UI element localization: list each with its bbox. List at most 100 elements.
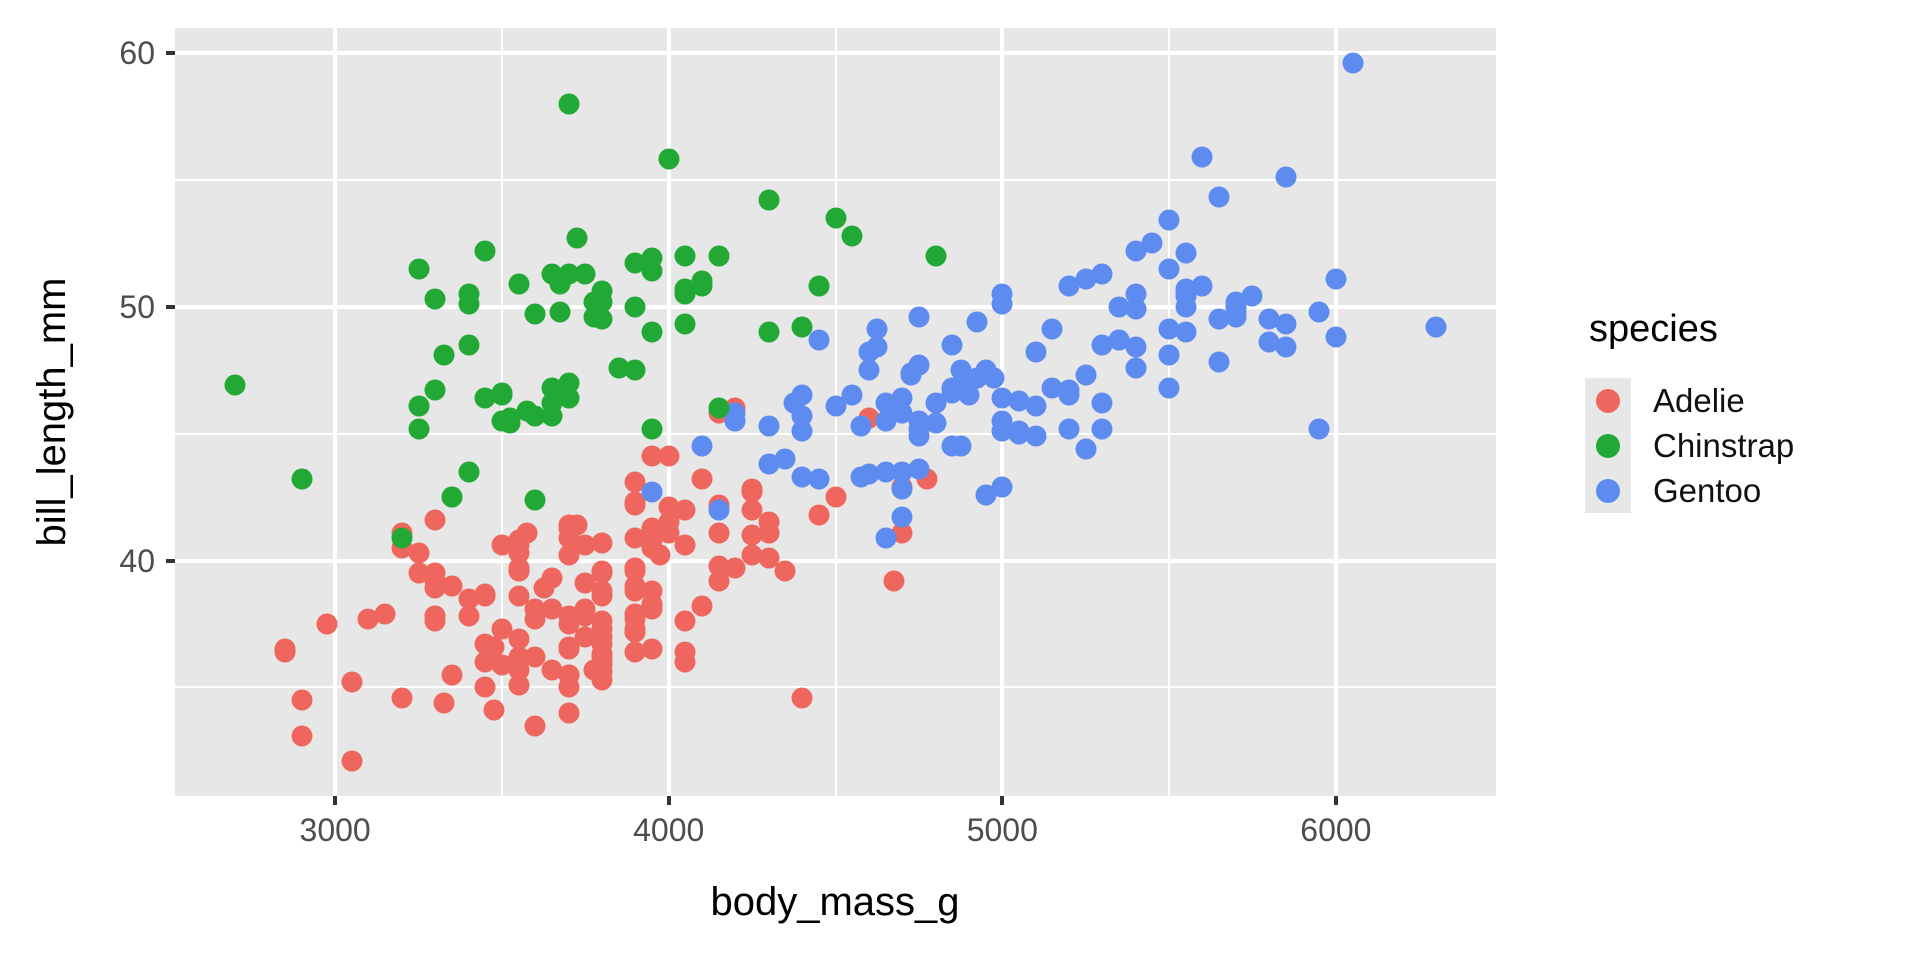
data-point-gentoo — [724, 410, 746, 432]
data-point-adelie — [274, 641, 296, 663]
data-point-chinstrap — [549, 301, 571, 323]
gridline-minor — [175, 686, 1496, 689]
legend-item-gentoo: Gentoo — [1585, 468, 1794, 513]
data-point-adelie — [641, 580, 663, 602]
data-point-adelie — [658, 445, 680, 467]
x-tick-label: 4000 — [633, 812, 705, 848]
data-point-gentoo — [991, 387, 1013, 409]
data-point-adelie — [624, 491, 646, 513]
data-point-gentoo — [1008, 423, 1030, 445]
data-point-chinstrap — [825, 207, 846, 229]
data-point-gentoo — [1158, 377, 1180, 399]
data-point-gentoo — [991, 476, 1013, 498]
data-point-gentoo — [1025, 341, 1047, 363]
data-point-adelie — [591, 580, 613, 602]
data-point-adelie — [533, 577, 555, 599]
gridline-major — [175, 304, 1496, 309]
y-tick-mark — [166, 50, 175, 55]
y-tick-label: 50 — [119, 288, 155, 325]
data-point-gentoo — [1158, 258, 1180, 280]
data-point-gentoo — [1091, 418, 1113, 439]
data-point-adelie — [883, 570, 905, 592]
data-point-adelie — [524, 715, 546, 737]
data-point-adelie — [641, 445, 663, 467]
data-point-gentoo — [908, 458, 930, 480]
data-point-chinstrap — [708, 397, 730, 419]
data-point-gentoo — [908, 306, 930, 328]
data-point-adelie — [541, 598, 563, 620]
data-point-adelie — [408, 542, 430, 564]
data-point-gentoo — [875, 392, 897, 414]
data-point-adelie — [558, 702, 580, 724]
data-point-adelie — [708, 570, 730, 592]
data-point-adelie — [591, 532, 613, 554]
data-point-gentoo — [925, 412, 947, 434]
data-point-gentoo — [808, 468, 830, 490]
data-point-adelie — [508, 628, 530, 650]
data-point-gentoo — [1091, 392, 1113, 414]
data-point-chinstrap — [758, 189, 780, 211]
data-point-adelie — [341, 750, 363, 772]
data-point-gentoo — [1158, 209, 1180, 231]
data-point-gentoo — [891, 478, 913, 500]
data-point-adelie — [516, 522, 538, 544]
data-point-gentoo — [1025, 395, 1047, 417]
data-point-chinstrap — [641, 418, 663, 439]
data-point-gentoo — [758, 415, 780, 437]
data-point-adelie — [674, 610, 696, 632]
legend-key — [1585, 378, 1631, 423]
y-tick-mark — [166, 304, 175, 309]
data-point-adelie — [424, 605, 446, 627]
data-point-adelie — [591, 618, 613, 640]
data-point-gentoo — [1258, 331, 1280, 353]
data-point-gentoo — [1075, 364, 1097, 386]
data-point-adelie — [774, 560, 796, 582]
legend-item-label: Gentoo — [1653, 472, 1762, 509]
x-tick-label: 3000 — [299, 812, 371, 848]
data-point-gentoo — [1075, 268, 1097, 290]
data-point-gentoo — [791, 420, 813, 442]
data-point-adelie — [591, 560, 613, 582]
data-point-gentoo — [1191, 275, 1213, 297]
data-point-adelie — [558, 664, 580, 686]
data-point-gentoo — [1125, 357, 1147, 379]
data-point-adelie — [474, 585, 496, 607]
data-point-adelie — [741, 544, 763, 566]
data-point-gentoo — [925, 392, 947, 414]
data-point-gentoo — [1125, 336, 1147, 358]
data-point-adelie — [574, 572, 596, 594]
data-point-adelie — [424, 509, 446, 531]
data-point-chinstrap — [408, 258, 430, 280]
data-point-chinstrap — [624, 296, 646, 318]
data-point-adelie — [558, 544, 580, 566]
data-point-chinstrap — [583, 291, 605, 313]
data-point-adelie — [491, 618, 513, 640]
data-point-gentoo — [966, 367, 988, 389]
data-point-gentoo — [983, 367, 1005, 389]
data-point-chinstrap — [524, 303, 546, 325]
data-point-gentoo — [941, 377, 963, 399]
data-point-adelie — [624, 618, 646, 640]
data-point-adelie — [524, 646, 546, 668]
data-point-adelie — [574, 626, 596, 648]
data-point-gentoo — [825, 395, 846, 417]
legend-title: species — [1589, 308, 1718, 350]
data-point-gentoo — [858, 359, 880, 381]
data-point-gentoo — [1208, 351, 1230, 373]
legend: species Adelie Chinstrap Gentoo — [1585, 306, 1794, 513]
data-point-adelie — [408, 562, 430, 584]
data-point-chinstrap — [624, 359, 646, 381]
data-point-adelie — [808, 504, 830, 526]
data-point-adelie — [624, 641, 646, 663]
data-point-adelie — [641, 638, 663, 660]
data-point-adelie — [357, 608, 379, 630]
gridline-minor — [175, 178, 1496, 181]
data-point-gentoo — [758, 453, 780, 475]
data-point-chinstrap — [499, 407, 521, 429]
data-point-gentoo — [1342, 52, 1364, 74]
legend-item-label: Chinstrap — [1653, 427, 1795, 464]
data-point-gentoo — [1175, 321, 1197, 343]
data-point-adelie — [741, 481, 763, 503]
data-point-chinstrap — [691, 275, 713, 297]
data-point-gentoo — [1275, 313, 1297, 335]
